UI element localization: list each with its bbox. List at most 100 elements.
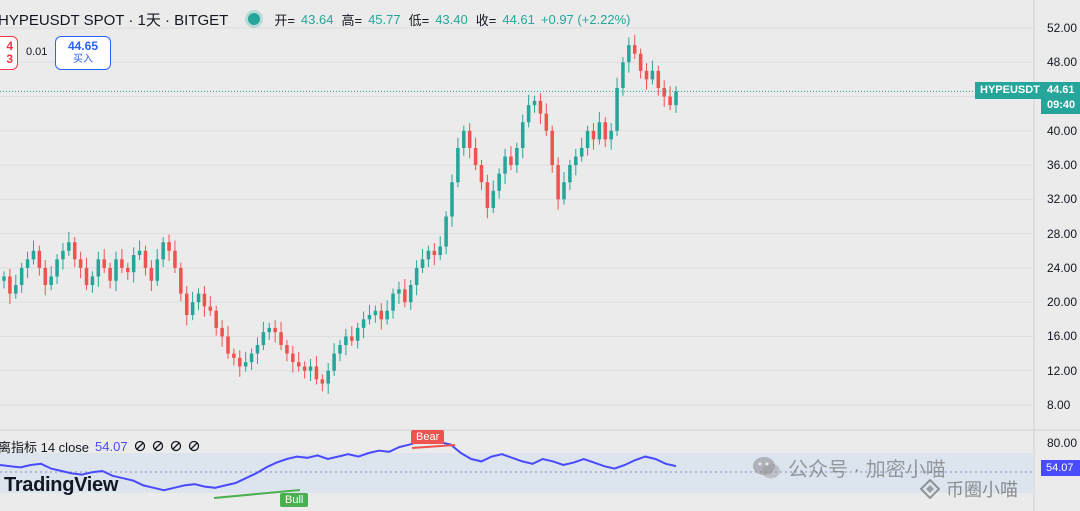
candle-body bbox=[273, 327, 277, 333]
high-value: 45.77 bbox=[368, 11, 401, 27]
candle-body bbox=[102, 259, 106, 268]
candle-body bbox=[19, 267, 24, 286]
candle-body bbox=[538, 100, 543, 114]
close-key: 收= bbox=[475, 12, 497, 28]
bear-signal-label: Bear bbox=[411, 430, 445, 444]
candle-body bbox=[491, 190, 496, 208]
oscillator-tick: 80.00 bbox=[1047, 436, 1078, 450]
candle-body bbox=[143, 250, 148, 268]
candle-body bbox=[568, 165, 572, 183]
candle-body bbox=[638, 53, 643, 71]
candle-body bbox=[84, 267, 89, 286]
buy-price: 44.65 bbox=[67, 39, 99, 53]
candle-body bbox=[326, 370, 330, 384]
candle-body bbox=[562, 182, 566, 200]
candle-body bbox=[2, 276, 6, 281]
wechat-watermark: 公众号 · 加密小喵 bbox=[752, 453, 946, 482]
candle-body bbox=[31, 250, 36, 260]
candle-body bbox=[579, 147, 584, 157]
symbol-price-tag: HYPEUSDT bbox=[975, 82, 1045, 99]
sell-label: 3 bbox=[6, 52, 13, 66]
candle-body bbox=[550, 130, 554, 166]
candle-body bbox=[90, 276, 95, 286]
last-price: 44.61 bbox=[1047, 84, 1075, 96]
candle-body bbox=[131, 255, 136, 273]
oscillator-legend: 离指标 14 close 54.07 bbox=[0, 437, 200, 455]
price-axis-tick: 8.00 bbox=[1047, 398, 1071, 412]
candle-body bbox=[126, 267, 130, 273]
candle-body bbox=[585, 130, 590, 148]
candle-body bbox=[367, 315, 372, 320]
candle-body bbox=[361, 319, 366, 328]
candle-body bbox=[61, 250, 65, 260]
open-key: 开= bbox=[274, 12, 295, 28]
candle-body bbox=[232, 353, 236, 358]
symbol-title[interactable]: HYPEUSDT SPOT · 1天 · BITGET bbox=[0, 11, 229, 29]
close-value: 44.61 bbox=[502, 11, 535, 27]
candle-body bbox=[497, 173, 501, 191]
hidden-icon[interactable] bbox=[134, 440, 146, 452]
candle-body bbox=[255, 345, 260, 354]
bull-signal-label: Bull bbox=[280, 493, 309, 507]
candle-body bbox=[37, 250, 42, 268]
price-axis-tick: 40.00 bbox=[1047, 123, 1078, 138]
candle-body bbox=[385, 310, 389, 320]
candle-body bbox=[155, 259, 160, 281]
candle-body bbox=[615, 87, 619, 131]
watermark-text: 公众号 · 加密小喵 bbox=[788, 459, 946, 481]
market-status-icon bbox=[248, 13, 261, 25]
candle-body bbox=[332, 353, 336, 371]
candle-body bbox=[226, 336, 230, 354]
candle-body bbox=[479, 165, 484, 183]
candle-body bbox=[320, 379, 325, 384]
candle-body bbox=[179, 267, 183, 294]
price-axis-tick: 32.00 bbox=[1047, 192, 1078, 207]
hidden-icon[interactable] bbox=[152, 440, 164, 452]
oscillator-line bbox=[0, 438, 677, 492]
low-value: 43.40 bbox=[435, 11, 468, 27]
candle-body bbox=[308, 366, 313, 371]
price-axis-tick: 48.00 bbox=[1047, 55, 1078, 70]
hidden-icon[interactable] bbox=[170, 440, 182, 452]
candle-countdown: 09:40 bbox=[1047, 99, 1076, 111]
high-key: 高= bbox=[341, 12, 363, 28]
oscillator-value: 54.07 bbox=[95, 438, 128, 454]
candle-body bbox=[8, 276, 12, 294]
candle-body bbox=[450, 182, 454, 217]
open-value: 43.64 bbox=[300, 11, 334, 27]
buy-button[interactable]: 44.65 买入 bbox=[55, 36, 111, 70]
hidden-icon[interactable] bbox=[188, 440, 200, 452]
oscillator-name[interactable]: 离指标 14 close bbox=[0, 439, 90, 455]
price-axis-tick: 36.00 bbox=[1047, 158, 1078, 173]
chart-legend: HYPEUSDT SPOT · 1天 · BITGET 开= 43.64 高= 45… bbox=[0, 8, 631, 30]
candle-body bbox=[149, 267, 154, 281]
candle-body bbox=[414, 267, 419, 286]
bull-divergence-line bbox=[213, 489, 301, 499]
candle-body bbox=[603, 122, 608, 140]
candle-body bbox=[503, 156, 507, 174]
candle-body bbox=[432, 250, 437, 256]
price-axis-tick: 24.00 bbox=[1047, 260, 1078, 275]
candle-body bbox=[55, 259, 59, 277]
candle-body bbox=[662, 87, 666, 97]
watermark-account-text: 币圈小喵 bbox=[946, 480, 1018, 500]
low-key: 低= bbox=[408, 12, 430, 28]
candle-body bbox=[96, 259, 101, 277]
candle-body bbox=[438, 246, 442, 256]
candle-body bbox=[644, 70, 649, 80]
candle-body bbox=[373, 310, 378, 316]
candle-body bbox=[49, 276, 53, 286]
candle-body bbox=[220, 327, 224, 337]
sell-button[interactable]: 4 3 bbox=[0, 36, 18, 70]
candle-body bbox=[161, 242, 165, 260]
tradingview-logo[interactable]: TradingView bbox=[4, 474, 118, 497]
candle-body bbox=[403, 289, 407, 303]
tradingview-logo-text: TradingView bbox=[4, 474, 119, 496]
candle-body bbox=[137, 250, 142, 256]
candle-body bbox=[520, 122, 525, 148]
candle-body bbox=[25, 259, 30, 268]
candle-body bbox=[78, 259, 83, 268]
oscillator-current-tag: 54.07 bbox=[1041, 460, 1080, 476]
candle-body bbox=[302, 366, 307, 371]
